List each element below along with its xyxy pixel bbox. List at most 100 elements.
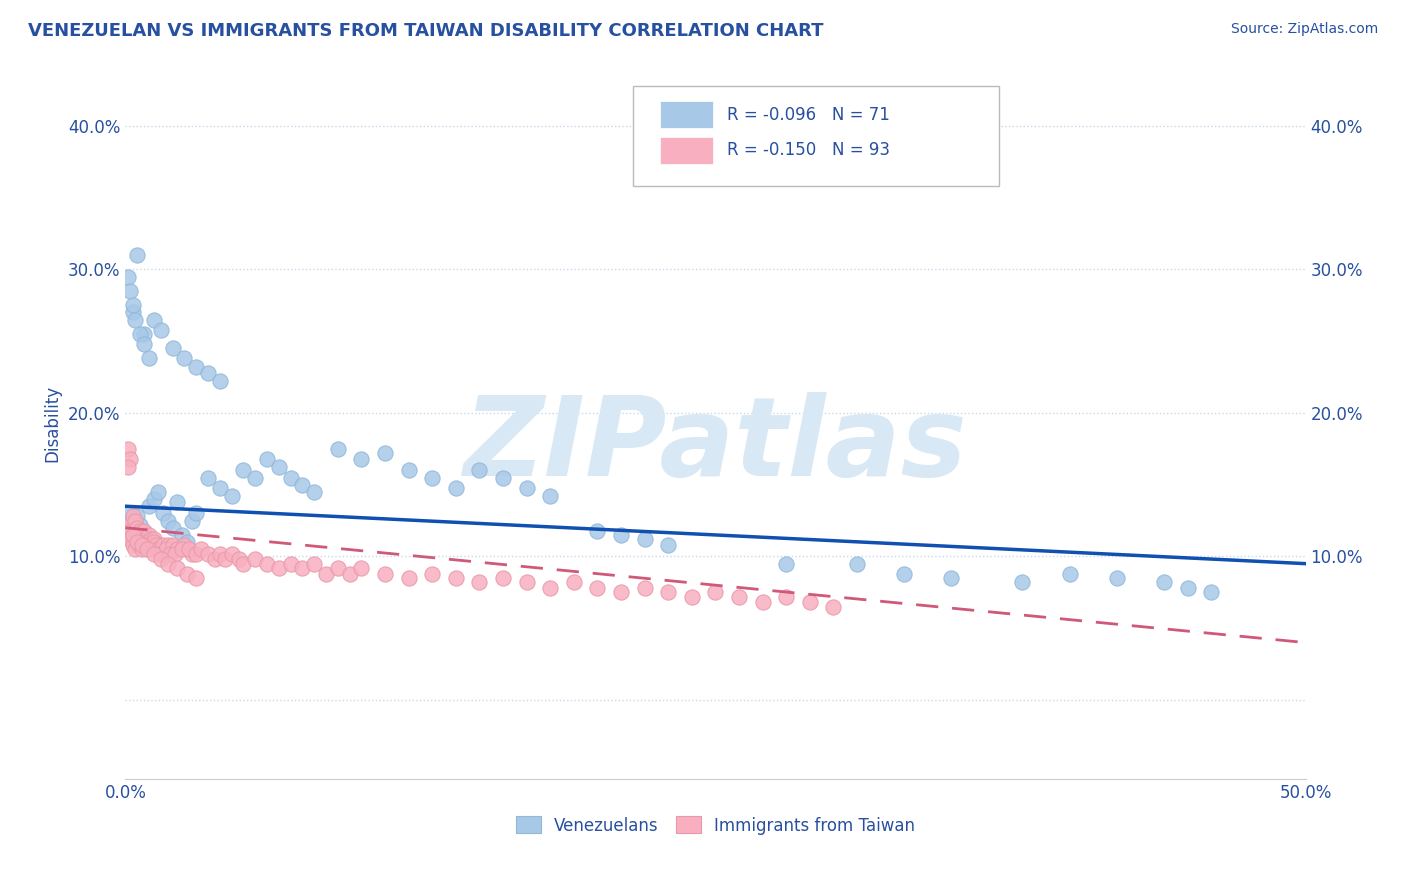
- Point: [149, 552, 172, 566]
- Point: [135, 542, 157, 557]
- Point: [291, 561, 314, 575]
- Point: [117, 507, 139, 521]
- Point: [657, 585, 679, 599]
- Point: [197, 470, 219, 484]
- Point: [516, 575, 538, 590]
- Point: [148, 484, 170, 499]
- Point: [128, 326, 150, 341]
- Point: [135, 535, 157, 549]
- Point: [186, 547, 208, 561]
- Point: [186, 507, 208, 521]
- Point: [134, 326, 156, 341]
- Point: [1011, 575, 1033, 590]
- Point: [176, 535, 198, 549]
- Point: [148, 542, 170, 557]
- Point: [134, 337, 156, 351]
- Point: [799, 595, 821, 609]
- Point: [176, 566, 198, 581]
- Point: [120, 451, 142, 466]
- Point: [159, 547, 181, 561]
- Point: [121, 509, 143, 524]
- Point: [155, 542, 177, 557]
- Point: [131, 542, 153, 557]
- Point: [468, 575, 491, 590]
- FancyBboxPatch shape: [659, 101, 713, 128]
- Point: [180, 514, 202, 528]
- Point: [374, 566, 396, 581]
- Text: VENEZUELAN VS IMMIGRANTS FROM TAIWAN DISABILITY CORRELATION CHART: VENEZUELAN VS IMMIGRANTS FROM TAIWAN DIS…: [28, 22, 824, 40]
- Point: [131, 524, 153, 538]
- Point: [610, 585, 633, 599]
- Point: [124, 514, 146, 528]
- Point: [142, 535, 165, 549]
- Text: ZIPatlas: ZIPatlas: [464, 392, 967, 499]
- Point: [586, 581, 609, 595]
- Y-axis label: Disability: Disability: [44, 385, 60, 462]
- Point: [142, 533, 165, 547]
- Point: [420, 566, 443, 581]
- Point: [1153, 575, 1175, 590]
- Text: R = -0.150   N = 93: R = -0.150 N = 93: [727, 141, 890, 159]
- Point: [128, 538, 150, 552]
- Point: [538, 489, 561, 503]
- Point: [267, 460, 290, 475]
- Point: [134, 538, 156, 552]
- Point: [941, 571, 963, 585]
- Legend: Venezuelans, Immigrants from Taiwan: Venezuelans, Immigrants from Taiwan: [516, 816, 915, 835]
- Point: [127, 248, 149, 262]
- Point: [149, 547, 172, 561]
- Point: [149, 547, 172, 561]
- Point: [280, 470, 302, 484]
- Point: [350, 451, 373, 466]
- Point: [138, 538, 160, 552]
- Point: [420, 470, 443, 484]
- Point: [228, 552, 250, 566]
- Point: [135, 533, 157, 547]
- Point: [728, 590, 751, 604]
- Point: [145, 538, 167, 552]
- Point: [124, 528, 146, 542]
- Point: [128, 517, 150, 532]
- Point: [775, 557, 797, 571]
- Point: [751, 595, 773, 609]
- Point: [468, 463, 491, 477]
- Point: [120, 284, 142, 298]
- Point: [149, 323, 172, 337]
- Point: [208, 481, 231, 495]
- Point: [204, 552, 226, 566]
- Point: [121, 305, 143, 319]
- Point: [610, 528, 633, 542]
- Point: [444, 571, 467, 585]
- Point: [166, 542, 188, 557]
- Point: [823, 599, 845, 614]
- Point: [186, 571, 208, 585]
- Point: [1177, 581, 1199, 595]
- Point: [280, 557, 302, 571]
- Point: [1105, 571, 1128, 585]
- Point: [1199, 585, 1222, 599]
- Point: [267, 561, 290, 575]
- Point: [138, 528, 160, 542]
- Point: [117, 442, 139, 456]
- Point: [704, 585, 727, 599]
- Point: [117, 517, 139, 532]
- Point: [180, 547, 202, 561]
- Point: [142, 312, 165, 326]
- Point: [131, 533, 153, 547]
- Point: [121, 521, 143, 535]
- Point: [291, 477, 314, 491]
- Point: [120, 514, 142, 528]
- Point: [256, 451, 278, 466]
- Point: [245, 552, 267, 566]
- Point: [124, 312, 146, 326]
- Point: [492, 470, 515, 484]
- Point: [775, 590, 797, 604]
- Point: [170, 542, 193, 557]
- Point: [162, 538, 184, 552]
- Point: [121, 528, 143, 542]
- Point: [152, 538, 174, 552]
- Point: [190, 542, 212, 557]
- Point: [163, 547, 186, 561]
- Point: [131, 538, 153, 552]
- Point: [124, 542, 146, 557]
